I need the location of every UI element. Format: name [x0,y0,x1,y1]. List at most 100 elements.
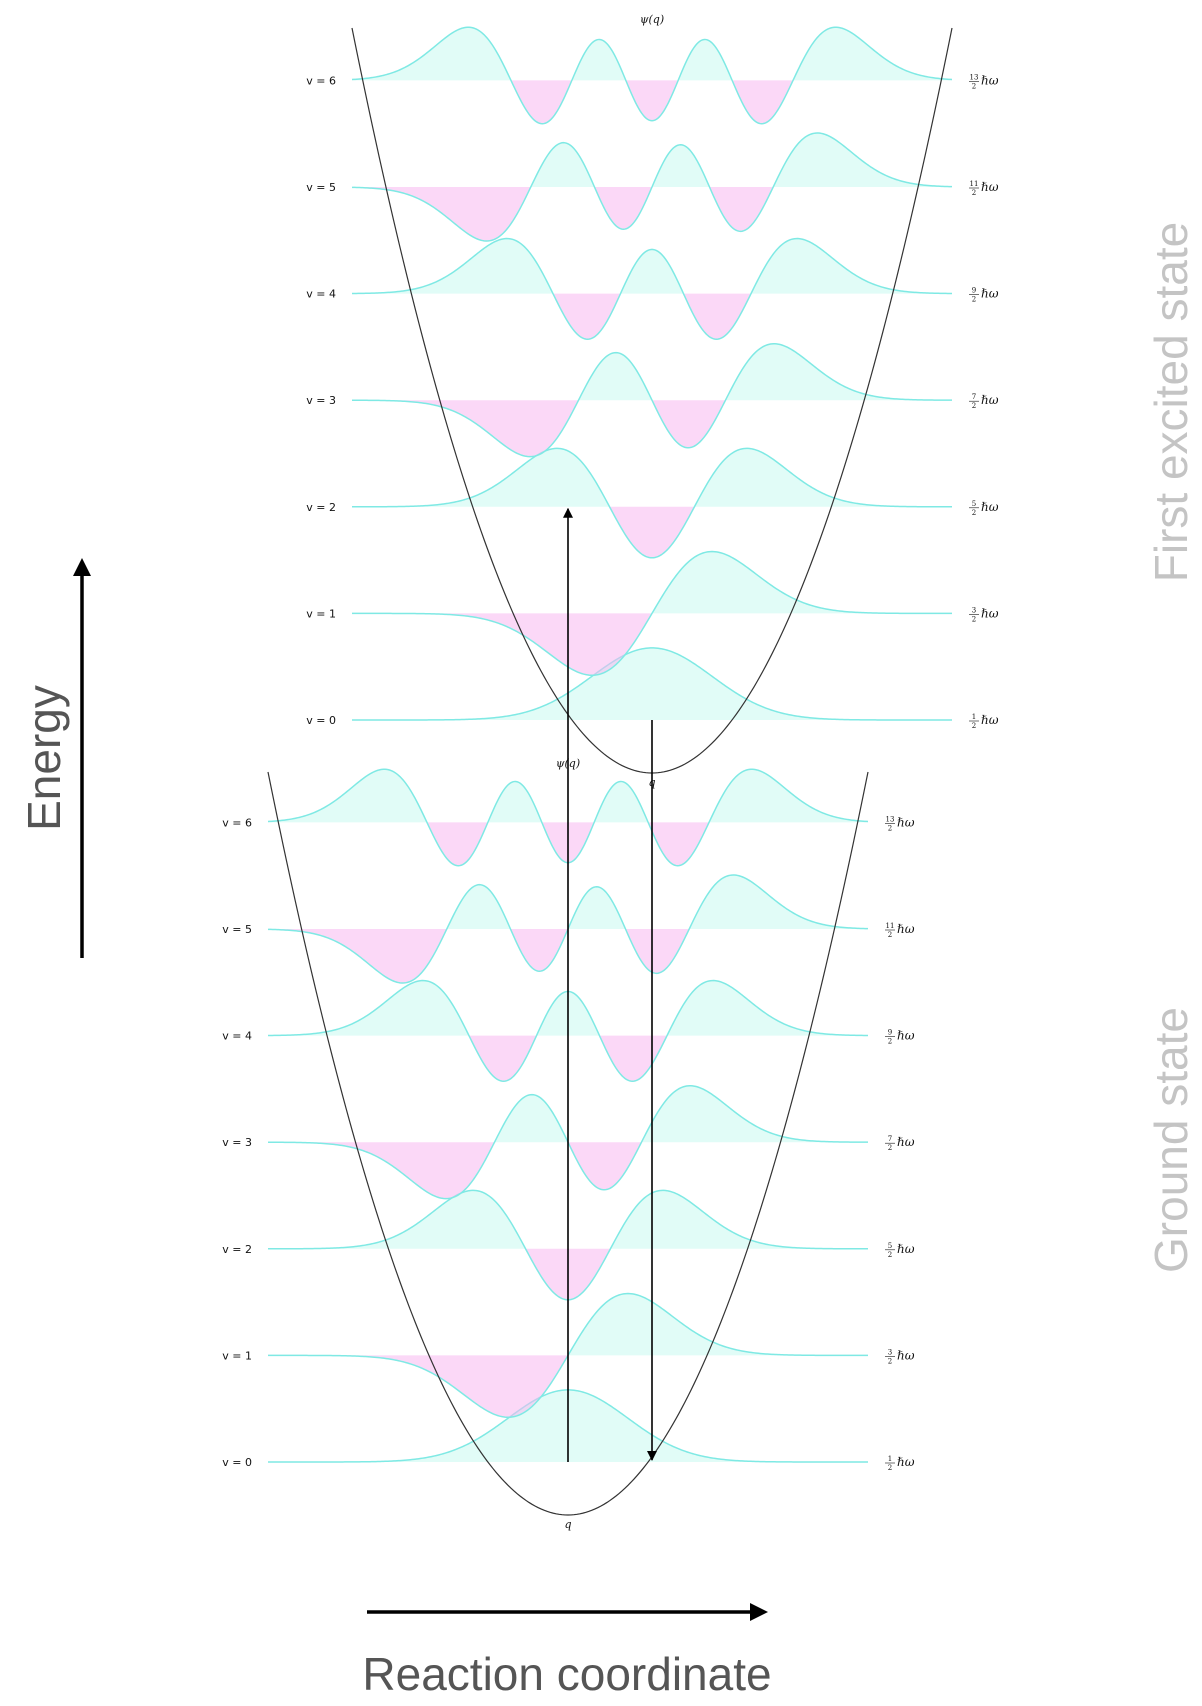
energy-axis-label: Energy [18,685,70,831]
wavefunction-negative-lobe [352,80,952,124]
wavefunction-positive-lobe [268,1190,868,1249]
wavefunction-curve [352,447,952,559]
energy-numerator: 7 [972,393,976,401]
excited-state-label: First excited state [1145,222,1197,582]
wavefunction-curve [352,550,952,677]
level-label: v = 5 [222,923,252,936]
level-excited-v2: v = 2 52 ℏω [306,447,999,559]
wavefunction-positive-lobe [352,448,952,507]
energy-value-label: 12 ℏω [969,713,999,730]
energy-value-label: 32 ℏω [885,1348,915,1365]
energy-denominator: 2 [972,615,976,623]
energy-unit: ℏω [981,713,999,727]
energy-denominator: 2 [888,1251,892,1259]
energy-denominator: 2 [972,509,976,517]
level-label: v = 2 [222,1243,252,1256]
wavefunction-curve [351,132,953,242]
energy-numerator: 13 [886,815,895,823]
wavefunction-negative-lobe [352,187,952,241]
energy-numerator: 1 [888,1455,892,1463]
energy-denominator: 2 [888,1038,892,1046]
energy-numerator: 1 [972,713,976,721]
wavefunction-positive-lobe [352,27,952,81]
energy-unit: ℏω [897,922,915,936]
energy-unit: ℏω [981,180,999,194]
level-excited-v0: v = 0 12 ℏω [306,647,999,730]
level-label: v = 0 [222,1456,252,1469]
wavefunction-negative-lobe [352,506,952,558]
energy-numerator: 9 [972,287,976,295]
energy-numerator: 9 [888,1029,892,1037]
wavefunction-negative-lobe [268,1142,868,1199]
energy-unit: ℏω [897,1455,915,1469]
energy-unit: ℏω [981,287,999,301]
energy-value-label: 52 ℏω [969,500,999,517]
wavefunction-negative-lobe [352,400,952,457]
energy-denominator: 2 [972,82,976,90]
energy-value-label: 92 ℏω [885,1029,915,1046]
energy-denominator: 2 [972,296,976,304]
energy-denominator: 2 [972,189,976,197]
energy-numerator: 5 [888,1242,892,1250]
energy-unit: ℏω [981,73,999,87]
energy-numerator: 3 [888,1348,892,1356]
energy-numerator: 3 [972,606,976,614]
energy-unit: ℏω [897,1348,915,1362]
excited-state-group: v = 0 12 ℏωv = 1 32 ℏωv = 2 52 ℏωv = 3 72 ℏωv = … [306,13,998,789]
wavefunction-negative-lobe [268,929,868,983]
wavefunction-positive-lobe [268,1085,868,1143]
wavefunction-positive-lobe [352,343,952,401]
energy-denominator: 2 [888,931,892,939]
energy-value-label: 72 ℏω [969,393,999,410]
ground-state-label: Ground state [1145,1007,1197,1273]
energy-denominator: 2 [888,1144,892,1152]
energy-numerator: 5 [972,500,976,508]
energy-value-label: 72 ℏω [885,1135,915,1152]
energy-denominator: 2 [972,722,976,730]
level-label: v = 5 [306,181,336,194]
wavefunction-negative-lobe [352,293,952,340]
energy-denominator: 2 [888,1357,892,1365]
wavefunction-positive-lobe [352,133,952,187]
wavefunction-curve [352,647,952,721]
energy-unit: ℏω [897,1242,915,1256]
energy-unit: ℏω [897,815,915,829]
energy-denominator: 2 [972,402,976,410]
level-label: v = 6 [222,816,252,829]
energy-numerator: 13 [970,73,979,81]
wavefunction-positive-lobe [352,647,952,720]
wavefunction-curve [352,343,952,458]
energy-value-label: 32 ℏω [969,606,999,623]
wavefunction-positive-lobe [268,875,868,929]
level-label: v = 3 [306,394,336,407]
level-excited-v5: v = 5 112 ℏω [306,132,999,242]
potential-curve [267,771,869,1516]
level-label: v = 1 [306,607,336,620]
energy-value-label: 132 ℏω [969,73,999,90]
level-label: v = 1 [222,1349,252,1362]
energy-numerator: 11 [886,922,895,930]
energy-value-label: 112 ℏω [885,922,915,939]
energy-numerator: 7 [888,1135,892,1143]
level-label: v = 2 [306,501,336,514]
energy-value-label: 92 ℏω [969,287,999,304]
level-label: v = 3 [222,1136,252,1149]
level-label: v = 4 [222,1030,252,1043]
energy-value-label: 12 ℏω [885,1455,915,1472]
energy-axis-arrowhead [73,558,91,576]
wavefunction-curve [351,26,953,125]
energy-value-label: 132 ℏω [885,815,915,832]
psi-axis-label: ψ(q) [640,13,664,26]
q-axis-label: q [564,1518,571,1531]
energy-value-label: 52 ℏω [885,1242,915,1259]
energy-denominator: 2 [888,824,892,832]
energy-unit: ℏω [897,1135,915,1149]
level-excited-v6: v = 6 132 ℏω [306,26,999,125]
energy-unit: ℏω [897,1029,915,1043]
energy-denominator: 2 [888,1464,892,1472]
reaction-axis-arrowhead [750,1603,768,1621]
level-label: v = 0 [306,714,336,727]
reaction-axis-label: Reaction coordinate [362,1648,771,1700]
energy-unit: ℏω [981,500,999,514]
